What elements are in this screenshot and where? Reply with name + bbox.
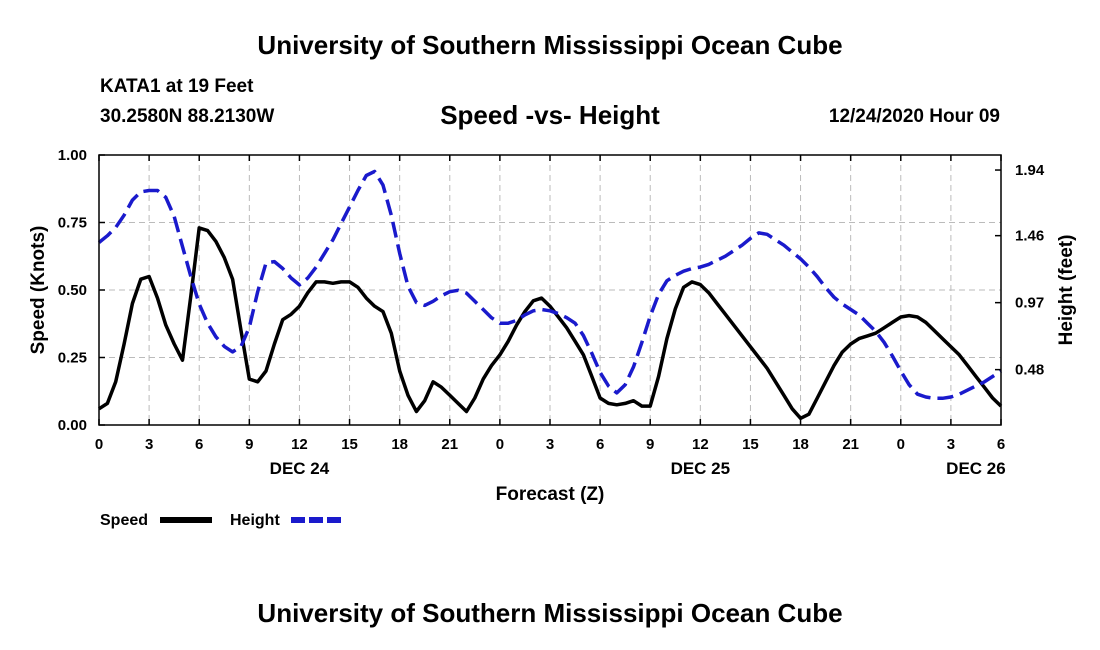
x-tick-label: 3 bbox=[546, 436, 554, 453]
chart-subtitle: Speed -vs- Height bbox=[440, 100, 660, 130]
x-tick-label: 9 bbox=[245, 436, 253, 453]
x-tick-label: 0 bbox=[95, 436, 103, 453]
legend-height-label: Height bbox=[230, 512, 280, 529]
x-tick-label: 18 bbox=[792, 436, 809, 453]
x-tick-label: 3 bbox=[145, 436, 153, 453]
speed-series-line bbox=[98, 226, 1003, 421]
y2-tick-label: 0.48 bbox=[1015, 362, 1044, 379]
x-tick-label: 6 bbox=[596, 436, 604, 453]
height-series-line bbox=[97, 169, 1002, 401]
x-axis-label: Forecast (Z) bbox=[496, 484, 605, 505]
x-tick-label: 3 bbox=[947, 436, 955, 453]
day-label: DEC 24 bbox=[270, 459, 330, 478]
y-tick-label: 0.00 bbox=[58, 417, 87, 434]
axes: 0 3 6 9 12 15 18 21 0 3 6 9 12 15 18 21 0 3 6 0.00 0.25 0.50 0… bbox=[58, 147, 1045, 478]
chart-title: University of Southern Mississippi Ocean… bbox=[257, 30, 843, 60]
x-tick-label: 15 bbox=[742, 436, 759, 453]
day-label: DEC 25 bbox=[671, 459, 731, 478]
x-tick-label: 9 bbox=[646, 436, 654, 453]
y2-tick-label: 0.97 bbox=[1015, 295, 1044, 312]
y2-axis-label: Height (feet) bbox=[1056, 235, 1077, 346]
footer-title: University of Southern Mississippi Ocean… bbox=[257, 598, 843, 628]
coordinates-label: 30.2580N 88.2130W bbox=[100, 106, 275, 127]
x-tick-label: 0 bbox=[496, 436, 504, 453]
forecast-datetime: 12/24/2020 Hour 09 bbox=[828, 106, 1000, 127]
x-tick-label: 6 bbox=[997, 436, 1005, 453]
y-tick-label: 1.00 bbox=[58, 147, 87, 164]
series-layer bbox=[97, 169, 1003, 421]
y-axis-label: Speed (Knots) bbox=[28, 226, 49, 355]
legend: Speed Height bbox=[100, 512, 343, 529]
x-tick-label: 15 bbox=[341, 436, 358, 453]
x-tick-label: 12 bbox=[291, 436, 308, 453]
y-tick-label: 0.75 bbox=[58, 215, 87, 232]
legend-speed-label: Speed bbox=[100, 512, 148, 529]
x-tick-label: 0 bbox=[897, 436, 905, 453]
x-tick-label: 21 bbox=[842, 436, 859, 453]
x-tick-label: 21 bbox=[441, 436, 458, 453]
y2-tick-label: 1.46 bbox=[1015, 228, 1044, 245]
x-tick-label: 12 bbox=[692, 436, 709, 453]
y2-tick-label: 1.94 bbox=[1015, 162, 1045, 179]
x-tick-label: 6 bbox=[195, 436, 203, 453]
day-label: DEC 26 bbox=[946, 459, 1006, 478]
x-tick-label: 18 bbox=[391, 436, 408, 453]
y-tick-label: 0.25 bbox=[58, 350, 87, 367]
y-tick-label: 0.50 bbox=[58, 282, 87, 299]
station-label: KATA1 at 19 Feet bbox=[100, 76, 254, 97]
